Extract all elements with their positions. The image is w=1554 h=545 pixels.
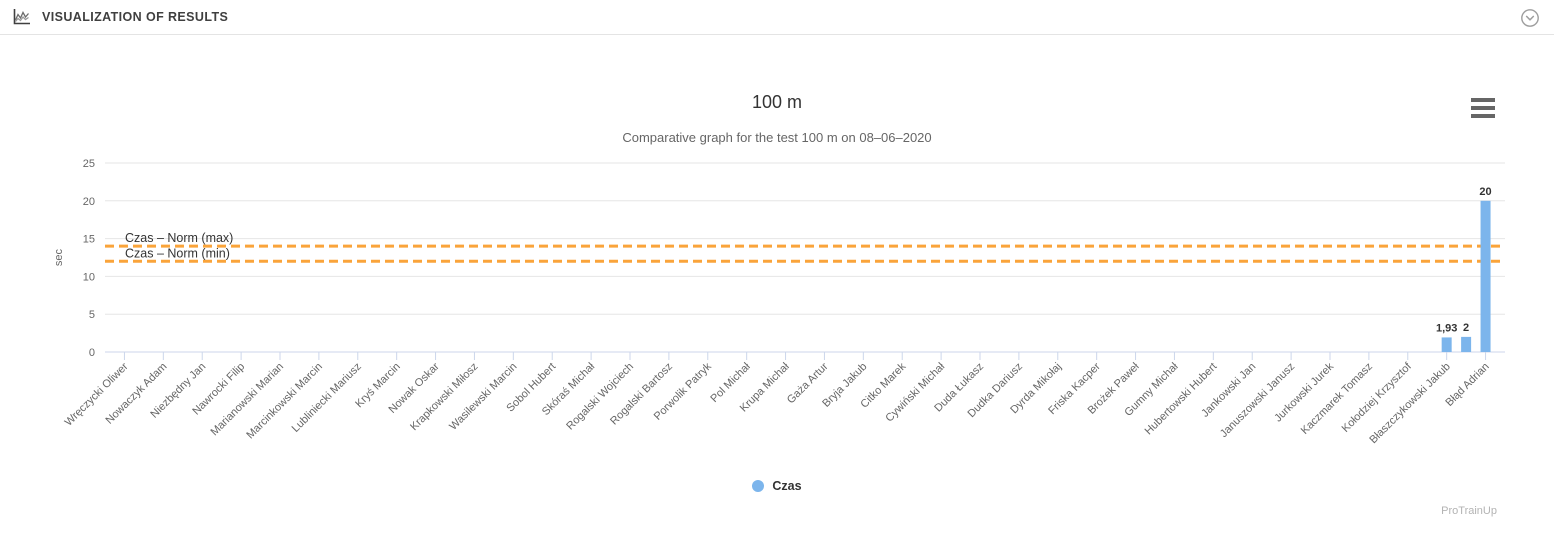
hamburger-menu-icon	[1471, 98, 1495, 102]
bar-chart-icon	[12, 8, 32, 26]
collapse-panel-button[interactable]	[1520, 8, 1540, 28]
bar-value-label: 1,93	[1436, 322, 1457, 334]
norm-line-max-label: Czas – Norm (max)	[125, 231, 233, 245]
y-axis-tick-label: 5	[89, 309, 95, 321]
y-axis-tick-label: 10	[83, 271, 95, 283]
x-axis-label: Rogalski Wojciech	[564, 361, 636, 433]
legend-marker-icon	[752, 480, 765, 492]
x-axis-label: Kaczmarek Tomasz	[1299, 361, 1375, 437]
x-axis-label: Lubliniecki Mariusz	[290, 361, 364, 435]
watermark: ProTrainUp	[1441, 505, 1497, 517]
norm-line-min-label: Czas – Norm (min)	[125, 246, 230, 260]
bar[interactable]	[1441, 337, 1452, 352]
x-axis-label: Januszowski Janusz	[1218, 361, 1297, 440]
y-axis-tick-label: 0	[89, 347, 95, 359]
x-axis-label: Marcinkowski Marcin	[244, 361, 325, 442]
bar[interactable]	[1480, 200, 1491, 352]
bar-value-label: 2	[1463, 322, 1469, 334]
x-axis-label: Marianowski Marian	[208, 361, 286, 439]
bar-value-label: 20	[1479, 186, 1491, 198]
legend-item-czas[interactable]: Czas	[0, 479, 1554, 493]
chart-context-menu-button[interactable]	[1467, 96, 1500, 120]
y-axis-tick-label: 15	[83, 234, 95, 246]
x-axis-label: Kołodziej Krzysztof	[1340, 360, 1415, 435]
panel-title: VISUALIZATION OF RESULTS	[42, 10, 229, 24]
x-axis-label: Błaszczykowski Jakub	[1367, 361, 1452, 446]
chevron-down-circle-icon	[1520, 8, 1540, 28]
x-axis-label: Hubertowski Hubert	[1143, 361, 1220, 438]
y-axis-tick-label: 25	[83, 158, 95, 170]
chart-subtitle: Comparative graph for the test 100 m on …	[622, 130, 932, 145]
x-axis-label: Krapkowski Miłosz	[408, 361, 480, 433]
legend-label: Czas	[772, 479, 802, 493]
y-axis-tick-label: 20	[83, 196, 95, 208]
y-axis-title: sec	[53, 248, 65, 266]
x-axis-label: Wręczycki Oliwer	[63, 360, 131, 428]
chart-title: 100 m	[751, 92, 803, 112]
x-axis-label: Wasilewski Marcin	[447, 361, 519, 433]
panel-header: VISUALIZATION OF RESULTS	[0, 0, 1554, 35]
bar[interactable]	[1461, 336, 1472, 352]
